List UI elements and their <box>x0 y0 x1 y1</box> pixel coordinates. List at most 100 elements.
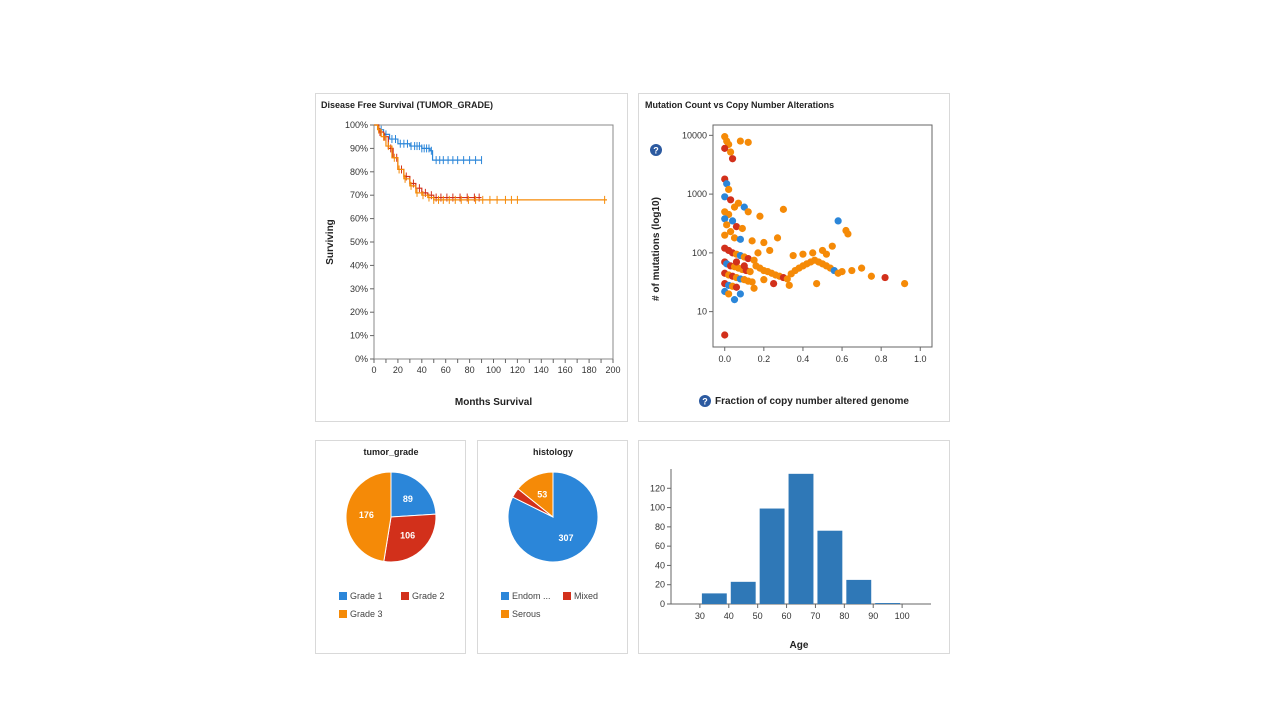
x-axis-label: Age <box>790 640 809 651</box>
scatter-point <box>901 279 909 288</box>
x-tick-label: 30 <box>695 611 705 621</box>
scatter-point <box>773 234 782 242</box>
histology-title: histology <box>533 447 573 457</box>
y-tick-label: 40% <box>350 260 368 270</box>
y-tick-label: 100 <box>692 248 707 258</box>
pie-slice-label: 106 <box>400 530 415 540</box>
y-tick-label: 70% <box>350 190 368 200</box>
scatter-point <box>734 199 743 207</box>
survival-step-line <box>374 124 482 161</box>
survival-chart: Disease Free Survival (TUMOR_GRADE) 0% 10… <box>321 100 621 408</box>
survival-series-1 <box>374 124 483 165</box>
svg-text:?: ? <box>702 397 708 407</box>
y-tick-label: 40 <box>655 560 665 570</box>
pie-slice[interactable] <box>345 471 392 562</box>
svg-text:?: ? <box>653 146 659 156</box>
x-axis-label: Fraction of copy number altered genome <box>715 396 909 407</box>
pie-slice[interactable] <box>383 513 437 563</box>
scatter-point <box>725 290 733 298</box>
scatter-point <box>726 196 735 204</box>
scatter-point <box>744 138 752 146</box>
x-tick-label: 0.8 <box>875 354 888 364</box>
x-tick-label: 100 <box>486 365 501 375</box>
age-bar[interactable] <box>788 473 814 604</box>
pie-slice-label: 89 <box>403 494 413 504</box>
tumor-grade-pie: tumor_grade 89 106 176 Grade 1 Grade 2 Grade… <box>339 447 445 619</box>
scatter-point <box>754 249 762 257</box>
scatter-point <box>732 283 741 291</box>
age-bar[interactable] <box>730 581 756 604</box>
age-bar[interactable] <box>759 508 785 604</box>
scatter-point <box>834 217 842 225</box>
pie-slice-label: 307 <box>559 533 574 543</box>
x-help-icon[interactable]: ? <box>699 395 711 407</box>
plot-frame <box>712 124 933 348</box>
scatter-point <box>881 273 889 282</box>
scatter-point <box>721 144 729 152</box>
scatter-point <box>740 262 748 270</box>
age-panel: 0 20 40 60 80 100 120 30 40 50 60 70 80 90 100 Age <box>638 440 950 654</box>
survival-step-line <box>374 124 608 201</box>
y-tick-label: 100 <box>650 503 665 513</box>
y-axis-label: # of mutations (log10) <box>651 197 662 301</box>
scatter-point <box>726 228 735 236</box>
scatter-point <box>721 231 729 239</box>
age-bar[interactable] <box>817 530 843 604</box>
pie-slice-label: 53 <box>537 490 547 500</box>
pie-slice[interactable] <box>390 471 437 518</box>
age-bar[interactable] <box>701 593 727 604</box>
survival-title: Disease Free Survival (TUMOR_GRADE) <box>321 100 493 110</box>
scatter-point <box>721 193 729 201</box>
x-tick-label: 200 <box>605 365 620 375</box>
scatter-point <box>822 250 831 258</box>
tumor-grade-panel: tumor_grade 89 106 176 Grade 1 Grade 2 Grade… <box>315 440 466 654</box>
legend-swatch <box>339 592 347 600</box>
plot-frame <box>373 124 614 360</box>
y-tick-label: 20 <box>655 580 665 590</box>
scatter-point <box>748 237 756 245</box>
legend-swatch <box>339 610 347 618</box>
scatter-point <box>858 264 866 272</box>
scatter-point <box>783 275 791 283</box>
x-tick-label: 0.4 <box>797 354 810 364</box>
y-tick-label: 20% <box>350 307 368 317</box>
tumor-grade-title: tumor_grade <box>363 447 418 457</box>
scatter-point <box>736 290 744 298</box>
scatter-point <box>744 254 752 263</box>
x-tick-label: 0.0 <box>718 354 731 364</box>
histology-pie: histology 307 53 Endom ... Mixed Serous <box>501 447 599 619</box>
x-tick-label: 160 <box>558 365 573 375</box>
age-histogram: 0 20 40 60 80 100 120 30 40 50 60 70 80 90 100 Age <box>650 469 931 651</box>
scatter-point <box>766 246 774 255</box>
scatter-point <box>736 137 744 145</box>
x-tick-label: 40 <box>724 611 734 621</box>
y-tick-label: 120 <box>650 483 665 493</box>
legend-label: Grade 3 <box>350 609 383 619</box>
age-bar[interactable] <box>846 579 872 604</box>
y-tick-label: 60 <box>655 541 665 551</box>
scatter-chart: Mutation Count vs Copy Number Alteration… <box>645 100 933 407</box>
age-bar[interactable] <box>875 603 901 604</box>
scatter-point <box>721 331 729 339</box>
y-tick-label: 30% <box>350 284 368 294</box>
x-tick-label: 0.6 <box>836 354 849 364</box>
scatter-point <box>750 284 758 292</box>
x-tick-label: 50 <box>753 611 763 621</box>
scatter-point <box>848 266 856 275</box>
y-tick-label: 0 <box>660 599 665 609</box>
legend-swatch <box>501 610 509 618</box>
pie-slice[interactable] <box>517 471 554 519</box>
x-tick-label: 60 <box>441 365 451 375</box>
x-tick-label: 180 <box>582 365 597 375</box>
scatter-point <box>844 230 852 238</box>
survival-panel: Disease Free Survival (TUMOR_GRADE) 0% 10… <box>315 93 628 422</box>
scatter-point <box>789 251 797 260</box>
scatter-point <box>828 242 836 250</box>
scatter-point <box>770 279 778 288</box>
y-tick-label: 0% <box>355 354 368 364</box>
scatter-point <box>809 249 817 257</box>
scatter-point <box>728 155 737 163</box>
y-help-icon[interactable]: ? <box>650 144 662 156</box>
y-tick-label: 10% <box>350 331 368 341</box>
scatter-point <box>760 276 768 284</box>
